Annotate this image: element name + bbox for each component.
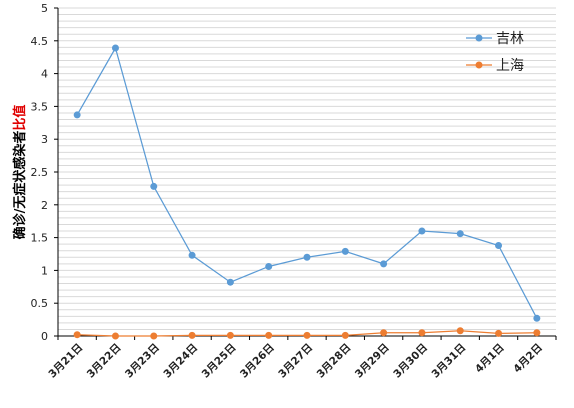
y-tick-labels: 0 0.5 1 1.5 2 2.5 3 3.5 4 4.5 5 — [31, 2, 49, 343]
y-tick-label: 4 — [41, 68, 48, 81]
y-tick-label: 1 — [41, 264, 48, 277]
data-point — [188, 331, 196, 339]
series — [73, 44, 541, 340]
data-point — [303, 331, 311, 339]
data-point — [380, 260, 388, 268]
y-tick-label: 3 — [41, 133, 48, 146]
x-tick-label: 3月31日 — [430, 342, 469, 381]
y-tick-label: 3.5 — [31, 100, 49, 113]
x-tick-labels: 3月21日 3月22日 3月23日 3月24日 3月25日 3月26日 3月27日 3月28日… — [46, 342, 545, 381]
y-tick-label: 2.5 — [31, 166, 49, 179]
data-point — [73, 331, 81, 339]
legend-item: 上海 — [466, 58, 524, 74]
data-point — [380, 329, 388, 337]
data-point — [495, 241, 503, 249]
legend-item: 吉林 — [466, 31, 524, 47]
data-point — [111, 332, 119, 340]
y-tick-label: 4.5 — [31, 35, 49, 48]
y-tick-label: 1.5 — [31, 232, 49, 245]
x-tick-label: 3月27日 — [276, 342, 315, 381]
legend-label: 吉林 — [496, 31, 524, 47]
series-吉林 — [73, 44, 541, 322]
data-point — [495, 329, 503, 337]
data-point — [533, 329, 541, 337]
data-point — [303, 253, 311, 261]
data-point — [341, 331, 349, 339]
data-point — [73, 111, 81, 119]
x-tick-label: 3月21日 — [46, 342, 85, 381]
data-point — [456, 327, 464, 335]
x-tick-label: 3月25日 — [200, 342, 239, 381]
y-axis-label-main: 确诊/无症状感染者 — [12, 131, 28, 240]
y-tick-label: 0.5 — [31, 297, 49, 310]
data-point — [456, 230, 464, 238]
series-上海 — [73, 327, 541, 340]
data-point — [150, 332, 158, 340]
x-tick-label: 3月23日 — [123, 342, 162, 381]
x-tick-label: 3月24日 — [161, 342, 200, 381]
x-tick-label: 3月26日 — [238, 342, 277, 381]
data-point — [150, 182, 158, 190]
data-point — [188, 251, 196, 259]
gridlines — [58, 7, 556, 330]
legend-marker — [475, 34, 483, 42]
data-point — [226, 331, 234, 339]
series-line — [76, 46, 538, 319]
data-point — [418, 329, 426, 337]
data-point — [418, 227, 426, 235]
x-tick-label: 3月28日 — [315, 342, 354, 381]
x-tick-label: 4月1日 — [473, 342, 507, 376]
data-point — [341, 247, 349, 255]
data-point — [265, 331, 273, 339]
data-point — [533, 314, 541, 322]
x-tick-label: 3月30日 — [391, 342, 430, 381]
y-axis-label-highlight: 比值 — [12, 105, 28, 131]
x-tick-label: 4月2日 — [511, 342, 545, 376]
y-tick-label: 0 — [41, 330, 48, 343]
data-point — [111, 44, 119, 52]
legend-marker — [475, 61, 483, 69]
y-tick-label: 2 — [41, 199, 48, 212]
y-axis-label: 确诊/无症状感染者比值 — [12, 105, 28, 240]
x-tick-label: 3月22日 — [85, 342, 124, 381]
y-tick-label: 5 — [41, 2, 48, 15]
legend-label: 上海 — [496, 58, 524, 74]
data-point — [265, 262, 273, 270]
data-point — [226, 278, 234, 286]
x-tick-label: 3月29日 — [353, 342, 392, 381]
